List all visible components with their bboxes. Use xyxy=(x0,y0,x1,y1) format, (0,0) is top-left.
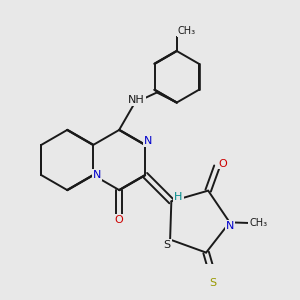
Text: O: O xyxy=(218,159,227,169)
Text: S: S xyxy=(210,278,217,288)
Text: O: O xyxy=(115,215,124,225)
Text: N: N xyxy=(144,136,152,146)
Text: CH₃: CH₃ xyxy=(249,218,267,228)
Text: H: H xyxy=(174,192,183,202)
Text: CH₃: CH₃ xyxy=(178,26,196,36)
Text: S: S xyxy=(164,240,171,250)
Text: N: N xyxy=(93,170,102,180)
Text: N: N xyxy=(226,221,234,231)
Text: NH: NH xyxy=(128,95,145,106)
